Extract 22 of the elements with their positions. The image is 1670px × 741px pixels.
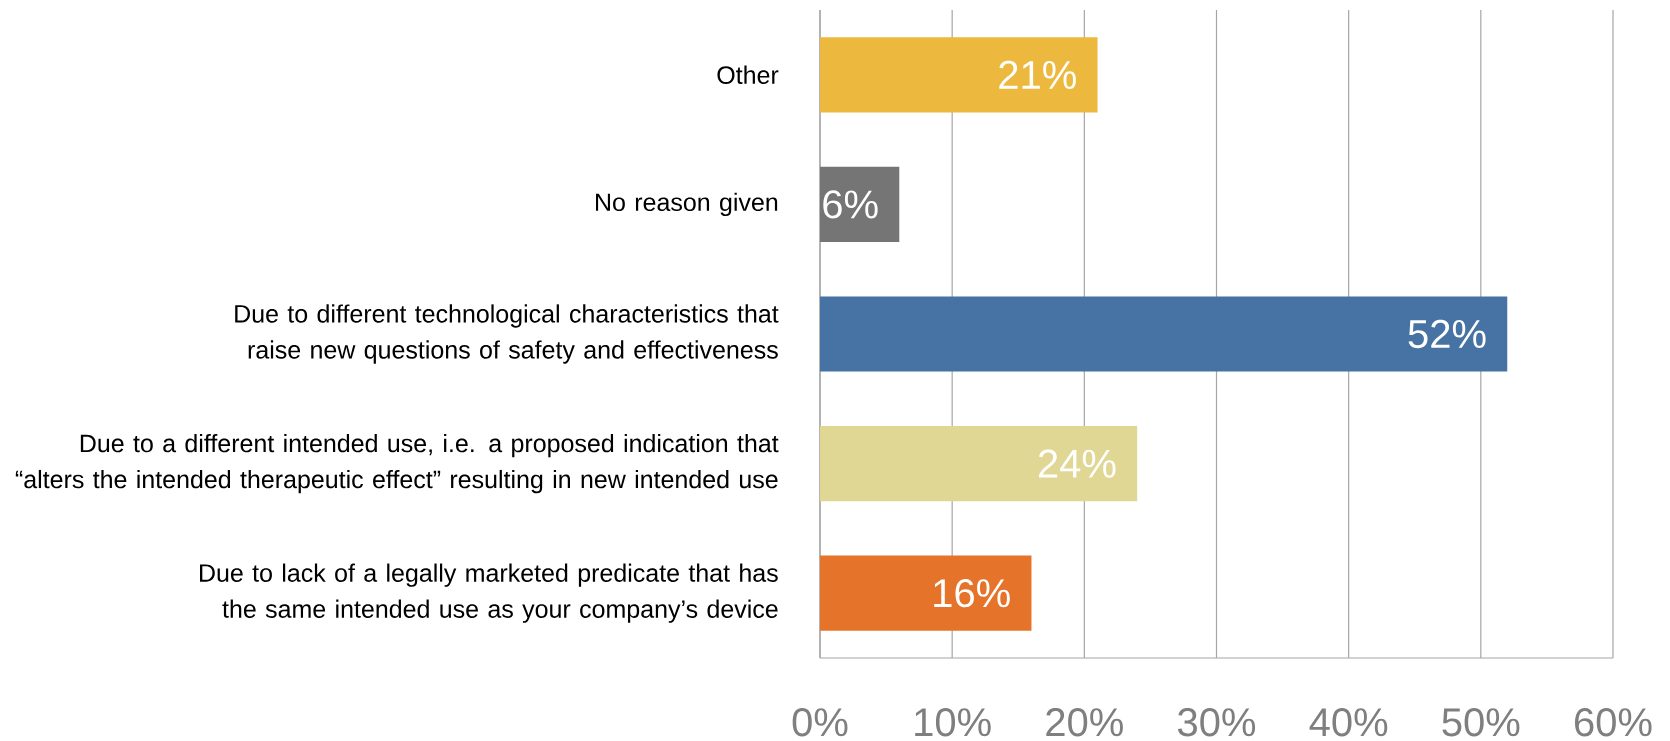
x-tick-label: 60%	[1574, 708, 1652, 737]
x-tick-label: 0%	[792, 708, 848, 737]
data-label: 52%	[1408, 319, 1486, 349]
bar	[820, 426, 1138, 502]
y-tick-label: Due to a different intended use, i.e. a proposed indication that “alters the intended therapeutic effect” resulting in new intended use	[15, 433, 779, 494]
data-label: 21%	[999, 60, 1076, 89]
data-label: 16%	[934, 579, 1010, 608]
x-tick-label: 40%	[1309, 708, 1388, 737]
y-tick-label: No reason given	[596, 192, 778, 217]
data-label: 24%	[1038, 449, 1116, 478]
bar	[820, 166, 900, 242]
y-tick-label: Other	[717, 65, 779, 84]
bar	[820, 555, 1032, 631]
bar	[820, 296, 1508, 372]
y-tick-label: Due to different technological characteristics that raise new questions of safety and effectiveness	[235, 304, 779, 364]
x-tick-label: 50%	[1442, 708, 1520, 737]
x-tick-label: 30%	[1177, 708, 1256, 737]
data-label: 6%	[823, 190, 878, 219]
x-tick-label: 10%	[915, 708, 991, 737]
bar	[820, 37, 1098, 113]
y-tick-label: Due to lack of a legally marketed predicate that has the same intended use as your company’s device	[200, 563, 778, 623]
x-tick-label: 20%	[1046, 708, 1123, 737]
